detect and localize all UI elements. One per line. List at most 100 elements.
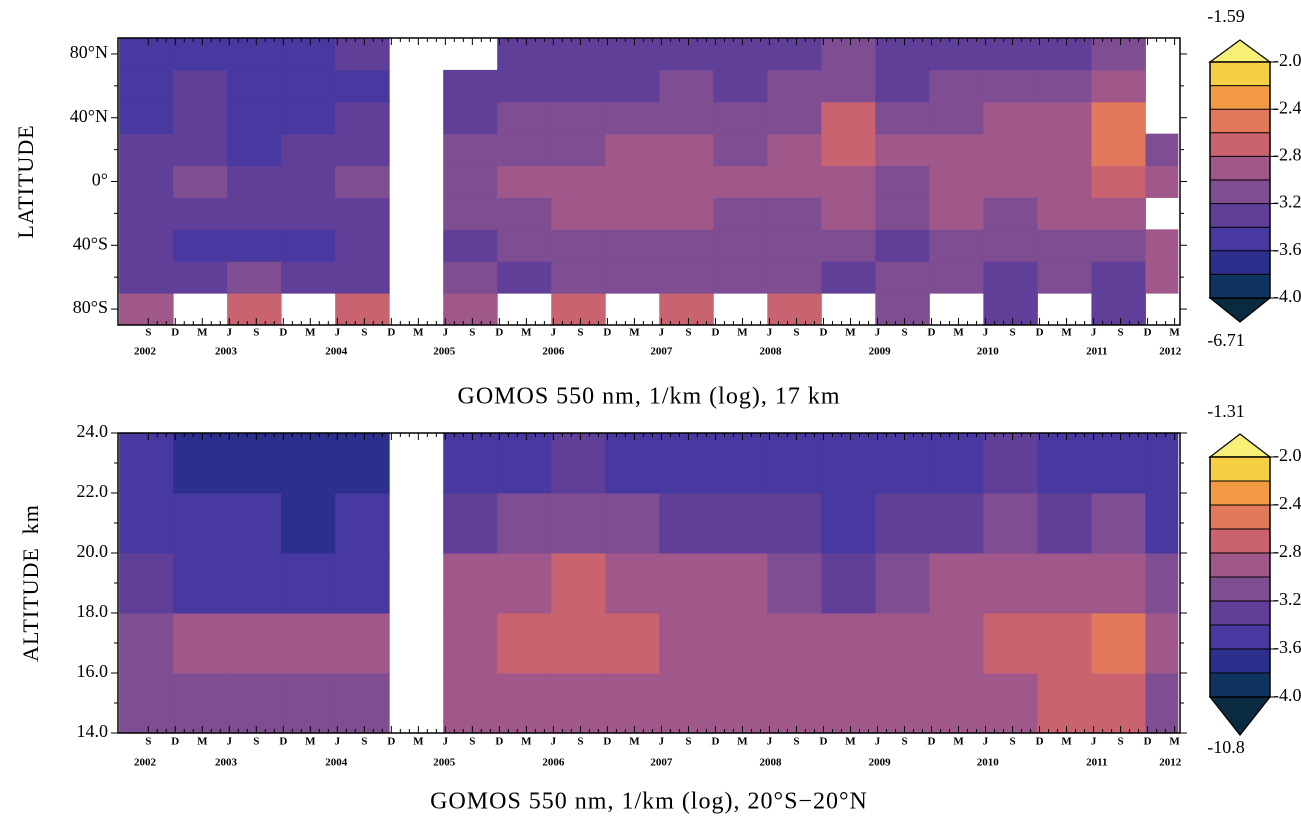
x-tick-label: S — [1118, 736, 1124, 748]
x-tick-label: S — [793, 736, 799, 748]
heatmap-cell — [443, 165, 498, 198]
heatmap-cell — [173, 197, 228, 230]
x-tick-label: S — [1118, 327, 1124, 339]
heatmap-cell — [1037, 261, 1092, 294]
y-axis-title: ALTITUDE km — [18, 504, 43, 662]
heatmap-cell — [605, 101, 660, 135]
heatmap-cell — [1037, 165, 1092, 198]
x-tick-label: S — [577, 736, 583, 748]
heatmap-cell — [227, 133, 282, 167]
heatmap-cell — [173, 433, 228, 494]
heatmap-cell — [659, 101, 714, 135]
year-label: 2004 — [325, 757, 348, 769]
heatmap-cell — [281, 38, 336, 71]
heatmap-cell — [497, 165, 552, 198]
colorbar-band — [1210, 132, 1270, 157]
heatmap-cell — [875, 165, 930, 198]
x-tick-label: D — [171, 327, 179, 339]
heatmap-cell — [1037, 101, 1092, 135]
y-tick-label: 22.0 — [77, 481, 109, 501]
x-tick-label: J — [443, 327, 449, 339]
heatmap-cell — [713, 38, 768, 71]
heatmap-cell — [173, 133, 228, 167]
heatmap-cell — [713, 229, 768, 262]
heatmap-cell — [875, 613, 930, 674]
heatmap-cell — [173, 673, 228, 734]
colorbar-band — [1210, 481, 1270, 505]
heatmap-cell — [119, 133, 174, 167]
heatmap-cell — [1091, 69, 1146, 103]
x-tick-label: D — [711, 327, 719, 339]
colorbar-max: -1.31 — [1207, 401, 1245, 421]
heatmap-cell — [335, 613, 390, 674]
heatmap-cell — [443, 261, 498, 294]
heatmap-cell — [659, 493, 714, 554]
colorbar-tick-label: -2.0 — [1273, 50, 1301, 70]
x-tick-label: M — [845, 736, 856, 748]
colorbar-band — [1210, 457, 1270, 481]
heatmap-cell — [929, 613, 984, 674]
heatmap-cell — [1145, 165, 1179, 198]
colorbar-min: -10.8 — [1207, 737, 1245, 757]
heatmap-cell — [551, 553, 606, 614]
heatmap-cell — [659, 261, 714, 294]
x-tick-label: M — [1169, 327, 1180, 339]
heatmap-cell — [605, 69, 660, 103]
heatmap-cell — [821, 493, 876, 554]
x-tick-label: M — [953, 736, 964, 748]
heatmap-cell — [929, 69, 984, 103]
heatmap-cell — [119, 493, 174, 554]
year-label: 2003 — [215, 757, 238, 769]
year-label: 2003 — [215, 346, 238, 358]
heatmap-cell — [713, 261, 768, 294]
heatmap-cell — [929, 261, 984, 294]
heatmap-cell — [281, 229, 336, 262]
x-tick-label: D — [279, 736, 287, 748]
heatmap-cell — [659, 229, 714, 262]
heatmap-cell — [659, 69, 714, 103]
heatmap-cell — [119, 293, 174, 326]
heatmap-cell — [983, 69, 1038, 103]
x-tick-label: D — [1144, 736, 1152, 748]
heatmap-cell — [1145, 493, 1179, 554]
heatmap-cell — [227, 101, 282, 135]
x-tick-label: M — [629, 327, 640, 339]
x-tick-label: J — [875, 327, 881, 339]
heatmap-cell — [929, 229, 984, 262]
heatmap-cell — [713, 69, 768, 103]
heatmap-cell — [929, 493, 984, 554]
heatmap-cell — [551, 133, 606, 167]
heatmap-cell — [335, 673, 390, 734]
heatmap-cell — [173, 553, 228, 614]
x-axis-title: GOMOS 550 nm, 1/km (log), 17 km — [457, 384, 840, 410]
x-tick-label: M — [197, 327, 208, 339]
x-tick-label: J — [443, 736, 449, 748]
heatmap-cell — [983, 673, 1038, 734]
y-tick-label: 40°S — [73, 233, 108, 253]
heatmap-cell — [443, 433, 498, 494]
heatmap-cell — [443, 69, 498, 103]
heatmap-cell — [227, 673, 282, 734]
heatmap-cell — [227, 229, 282, 262]
colorbar-tick-label: -3.6 — [1273, 239, 1301, 259]
heatmap-cell — [1145, 553, 1179, 614]
heatmap-cell — [605, 197, 660, 230]
heatmap-cell — [281, 261, 336, 294]
x-tick-label: M — [197, 736, 208, 748]
year-label: 2010 — [977, 757, 1000, 769]
colorbar-tick-label: -4.0 — [1273, 685, 1301, 705]
heatmap-cell — [713, 493, 768, 554]
colorbar-tick-label: -3.6 — [1273, 637, 1301, 657]
heatmap-cell — [713, 101, 768, 135]
heatmap-cell — [551, 293, 606, 326]
heatmap-cell — [281, 165, 336, 198]
heatmap-cell — [659, 165, 714, 198]
heatmap-cell — [767, 229, 822, 262]
heatmap-cell — [497, 433, 552, 494]
heatmap-cell — [497, 133, 552, 167]
heatmap-cell — [443, 613, 498, 674]
heatmap-cell — [281, 133, 336, 167]
x-tick-label: M — [1169, 736, 1180, 748]
heatmap-cell — [1145, 229, 1179, 262]
y-tick-label: 80°S — [73, 297, 108, 317]
